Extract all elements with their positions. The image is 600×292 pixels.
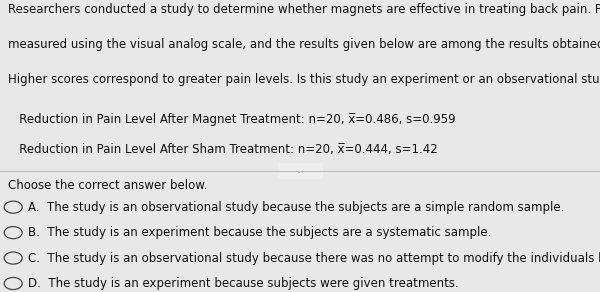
Text: Reduction in Pain Level After Magnet Treatment: n=20, x̅=0.486, s=0.959: Reduction in Pain Level After Magnet Tre… [8,113,455,126]
Text: ...: ... [296,166,304,175]
Text: Reduction in Pain Level After Sham Treatment: n=20, x̅=0.444, s=1.42: Reduction in Pain Level After Sham Treat… [8,142,437,156]
Text: Researchers conducted a study to determine whether magnets are effective in trea: Researchers conducted a study to determi… [8,3,600,15]
Text: A.  The study is an observational study because the subjects are a simple random: A. The study is an observational study b… [28,201,564,214]
Text: Choose the correct answer below.: Choose the correct answer below. [8,179,208,192]
Text: C.  The study is an observational study because there was no attempt to modify t: C. The study is an observational study b… [28,252,600,265]
Text: Higher scores correspond to greater pain levels. Is this study an experiment or : Higher scores correspond to greater pain… [8,73,600,86]
Text: B.  The study is an experiment because the subjects are a systematic sample.: B. The study is an experiment because th… [28,226,491,239]
FancyBboxPatch shape [273,162,327,180]
Text: measured using the visual analog scale, and the results given below are among th: measured using the visual analog scale, … [8,38,600,51]
Text: D.  The study is an experiment because subjects were given treatments.: D. The study is an experiment because su… [28,277,458,290]
